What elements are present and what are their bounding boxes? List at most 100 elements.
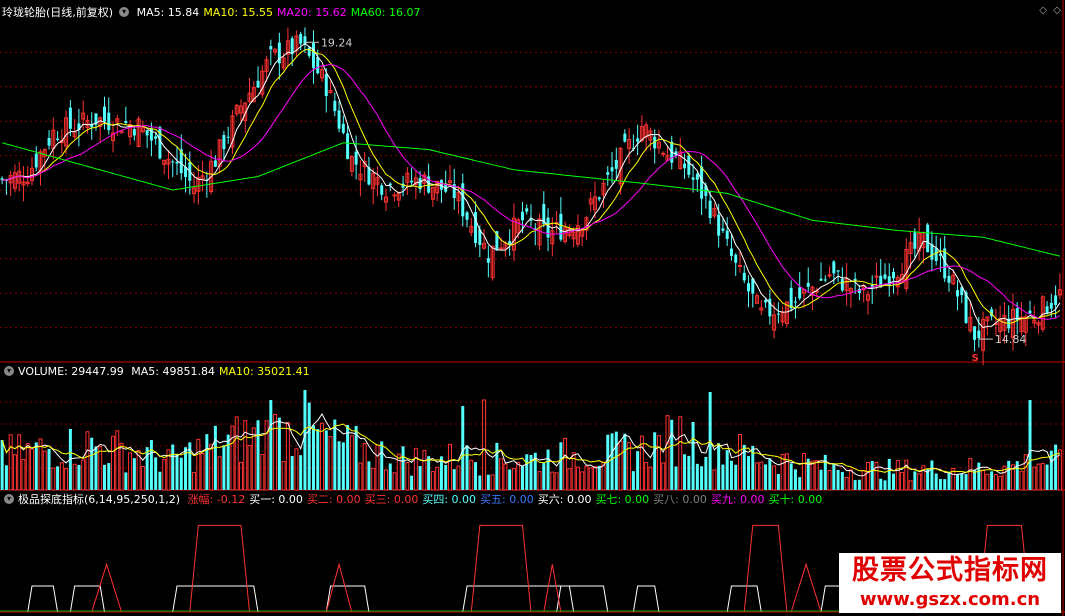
candle-body <box>337 110 341 129</box>
candle-body <box>563 227 568 242</box>
candle-body <box>196 177 201 192</box>
volume-bar <box>947 471 951 490</box>
buy-signal-red <box>470 524 532 613</box>
candle-body <box>184 167 188 178</box>
volume-bar <box>482 399 487 491</box>
candle-body <box>798 287 802 299</box>
volume-bar <box>285 422 290 491</box>
candle-body <box>968 316 973 332</box>
candle-body <box>973 326 977 340</box>
candle-body <box>683 163 687 169</box>
volume-bar <box>1028 400 1032 490</box>
volume-bar <box>380 441 384 490</box>
volume-bar <box>964 474 968 490</box>
candle-body <box>435 180 440 194</box>
volume-bar <box>337 441 341 490</box>
volume-bar <box>469 459 474 491</box>
volume-bar <box>260 453 265 491</box>
indicator-header-item-4: 买四: 0.00 <box>422 493 477 506</box>
candle-body <box>77 123 81 130</box>
candle-body <box>145 130 149 136</box>
volume-bar <box>631 471 635 490</box>
candle-body <box>380 185 384 195</box>
volume-bar <box>375 444 380 491</box>
candle-body <box>371 172 376 189</box>
volume-bar <box>525 454 529 490</box>
candle-body <box>508 241 512 245</box>
candle-body <box>956 290 959 297</box>
candle-body <box>678 151 683 170</box>
volume-bar <box>171 444 175 490</box>
candle-body <box>42 149 47 157</box>
candle-body <box>917 232 922 252</box>
volume-bar <box>396 453 401 491</box>
indicator-header-item-7: 买七: 0.00 <box>595 493 650 506</box>
candle-body <box>913 232 917 249</box>
diamond-icon[interactable]: ◇ <box>1039 5 1047 16</box>
ma60-line <box>1 142 1061 257</box>
candle-body <box>772 314 777 331</box>
candle-body <box>636 138 640 142</box>
volume-bar <box>346 425 350 490</box>
volume-bar <box>478 475 482 490</box>
high-label: 19.24 <box>321 36 353 49</box>
candle-body <box>1023 316 1028 333</box>
indicator-header: ▾ 极品探底指标(6,14,95,250,1,2) 涨幅: -0.12 买一: 0.… <box>2 491 830 509</box>
volume-bar <box>273 413 278 491</box>
candle-body <box>243 102 248 121</box>
candle-body <box>81 112 86 120</box>
candle-body <box>1054 295 1058 305</box>
volume-bar <box>456 465 461 491</box>
candle-body <box>285 40 290 55</box>
volume-bar <box>985 473 990 491</box>
candle-body <box>401 183 405 188</box>
chevron-down-icon[interactable]: ▾ <box>4 366 14 376</box>
candle-body <box>346 133 350 160</box>
volume-bar <box>354 425 358 490</box>
candle-body <box>367 167 371 185</box>
candle-body <box>324 74 328 97</box>
volume-bar <box>1007 460 1011 490</box>
candle-body <box>56 138 60 140</box>
volume-bar <box>452 469 456 490</box>
candle-body <box>179 149 183 174</box>
volume-bar <box>597 465 601 490</box>
volume-bar <box>333 419 337 490</box>
candle-body <box>234 104 239 115</box>
volume-bar <box>610 433 614 490</box>
chevron-down-icon[interactable]: ▾ <box>4 494 14 504</box>
volume-bar <box>823 454 827 490</box>
volume-bar <box>784 453 789 491</box>
candle-body <box>656 142 661 149</box>
volume-bar <box>25 443 30 491</box>
candle-body <box>465 212 469 220</box>
candle-body <box>700 166 704 199</box>
volume-bar <box>29 448 34 491</box>
price-header: 玲珑轮胎(日线,前复权) ▾ MA5: 15.84 MA10: 15.55 MA20:… <box>2 4 428 22</box>
low-label: 14.84 <box>995 333 1027 346</box>
volume-bar <box>747 456 751 490</box>
volume-bar <box>665 415 670 491</box>
candle-body <box>140 126 145 133</box>
diamond-icon-2[interactable]: ◇ <box>1053 5 1061 16</box>
candle-body <box>759 307 764 311</box>
volume-bar <box>588 467 593 491</box>
volume-bar <box>900 471 905 491</box>
volume-bar <box>780 453 785 491</box>
candle-body <box>857 288 861 293</box>
volume-bar <box>691 421 695 490</box>
candle-body <box>230 115 235 148</box>
candle-body <box>764 300 768 303</box>
volume-bar <box>149 440 153 490</box>
volume-header-item-0: MA5: 49851.84 <box>131 365 215 378</box>
candle-body <box>614 159 618 169</box>
chevron-down-icon[interactable]: ▾ <box>119 7 130 17</box>
volume-bar <box>103 464 106 490</box>
volume-bar <box>81 459 86 491</box>
volume-bar <box>789 463 793 490</box>
candle-body <box>559 213 563 240</box>
candle-body <box>98 117 103 127</box>
indicator-header-item-0: 涨幅: -0.12 <box>187 493 246 506</box>
candle-body <box>333 100 337 112</box>
volume-bar <box>712 469 717 491</box>
